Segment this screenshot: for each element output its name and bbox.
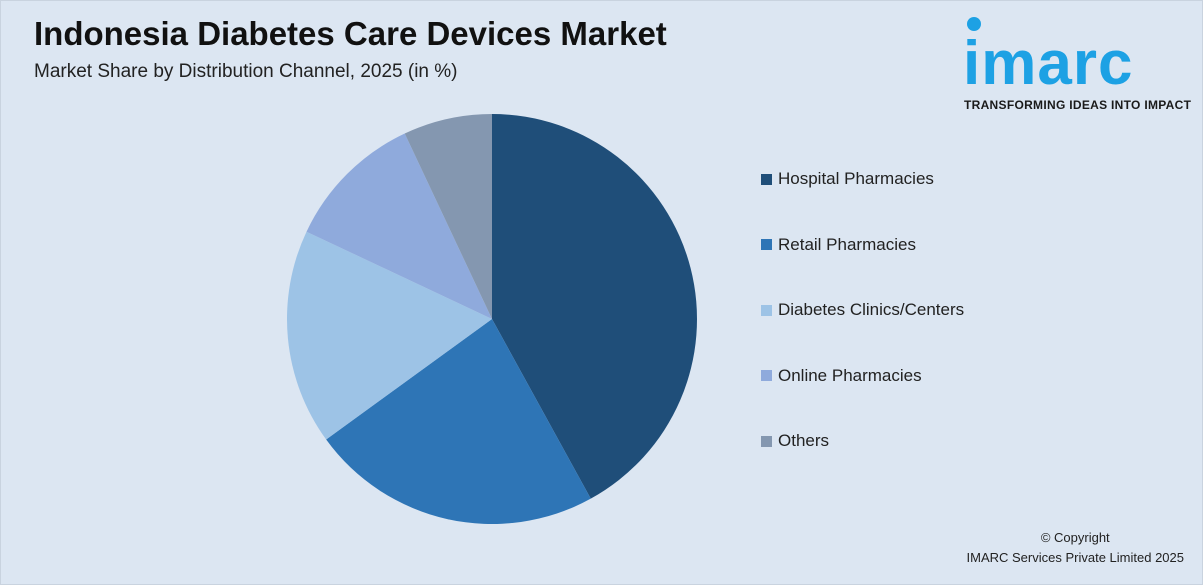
imarc-logo: imarc TRANSFORMING IDEAS INTO IMPACT (963, 15, 1195, 115)
legend-label: Others (778, 431, 830, 450)
legend-item: Retail Pharmacies (761, 235, 916, 255)
copyright-notice: © Copyright IMARC Services Private Limit… (967, 528, 1184, 568)
pie-slice-hospital-pharmacies (492, 114, 697, 499)
legend-item: Hospital Pharmacies (761, 169, 934, 189)
legend-swatch (761, 173, 772, 185)
pie-slice-diabetes-clinics-centers (287, 231, 492, 440)
legend-item: Diabetes Clinics/Centers (761, 300, 964, 320)
pie-slice-others (404, 114, 492, 319)
legend-label: Retail Pharmacies (778, 234, 916, 254)
logo-tagline: TRANSFORMING IDEAS INTO IMPACT (964, 98, 1192, 112)
logo-dot-icon (967, 17, 981, 31)
legend-swatch (761, 370, 772, 381)
legend-label: Diabetes Clinics/Centers (778, 300, 965, 319)
legend-label: Online Pharmacies (778, 365, 922, 385)
chart-subtitle: Market Share by Distribution Channel, 20… (34, 61, 458, 82)
copyright-line-1: © Copyright (1040, 530, 1110, 545)
legend-item: Others (761, 431, 829, 451)
legend-item: Online Pharmacies (761, 366, 922, 386)
legend-label: Hospital Pharmacies (778, 169, 934, 188)
pie-slice-retail-pharmacies (326, 319, 591, 524)
chart-title: Indonesia Diabetes Care Devices Market (34, 15, 667, 52)
legend-swatch (761, 435, 772, 447)
legend-swatch (761, 239, 772, 250)
legend-swatch (761, 304, 772, 316)
copyright-line-2: IMARC Services Private Limited 2025 (966, 550, 1184, 565)
pie-slice-online-pharmacies (306, 133, 492, 319)
logo-wordmark: imarc (963, 29, 1134, 98)
